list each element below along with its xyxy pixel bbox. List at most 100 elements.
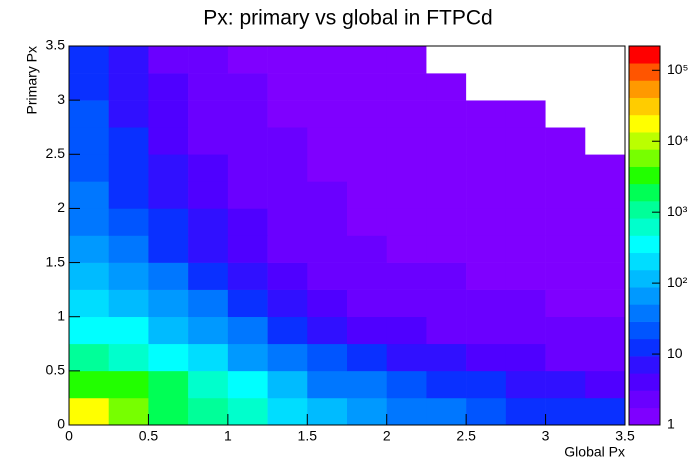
x-tick-label: 1.5 — [298, 428, 318, 444]
heatmap-cell — [585, 154, 626, 182]
heatmap-cell — [227, 127, 268, 155]
heatmap-cell — [386, 100, 427, 128]
colorbar-band — [629, 338, 660, 357]
heatmap-cell — [505, 397, 546, 426]
heatmap-cell — [267, 46, 308, 74]
heatmap-cell — [466, 397, 507, 426]
heatmap-cell — [466, 100, 507, 128]
x-tick-label: 3.5 — [615, 428, 635, 444]
heatmap-cell — [505, 343, 546, 372]
heatmap-cell — [148, 154, 189, 182]
heatmap-cell — [267, 262, 308, 290]
heatmap-cell — [426, 181, 467, 209]
colorbar-tick-label: 1 — [667, 416, 675, 432]
y-tick-label: 0.5 — [46, 362, 66, 378]
heatmap-cell — [505, 181, 546, 209]
heatmap-cell — [426, 154, 467, 182]
heatmap-cell — [545, 127, 586, 155]
heatmap-cell — [148, 397, 189, 426]
heatmap-cell — [148, 100, 189, 128]
heatmap-cell — [585, 235, 626, 263]
heatmap-cell — [69, 73, 110, 101]
heatmap-cell — [69, 46, 110, 74]
heatmap-cell — [108, 73, 149, 101]
heatmap-cell — [386, 316, 427, 345]
heatmap-cell — [108, 343, 149, 372]
colorbar-band — [629, 218, 660, 236]
heatmap-cell — [307, 73, 348, 101]
heatmap-cell — [307, 262, 348, 290]
heatmap-cell — [267, 235, 308, 263]
heatmap-cell — [267, 397, 308, 426]
heatmap-cell — [347, 262, 388, 290]
heatmap-cell — [188, 208, 229, 236]
heatmap-cell — [148, 316, 189, 345]
colorbar-frame — [628, 45, 661, 426]
heatmap-cell — [148, 46, 189, 74]
colorbar-band — [629, 149, 660, 167]
heatmap-cell — [585, 289, 626, 318]
heatmap-cell — [188, 127, 229, 155]
heatmap-cell — [545, 46, 586, 74]
heatmap-cell — [505, 289, 546, 318]
heatmap-cell — [69, 235, 110, 263]
heatmap-cell — [188, 289, 229, 318]
heatmap-cell — [426, 46, 467, 74]
heatmap-cell — [148, 73, 189, 101]
chart-title: Px: primary vs global in FTPCd — [203, 7, 492, 30]
heatmap-cell — [426, 262, 467, 290]
heatmap-cell — [69, 316, 110, 345]
heatmap-cell — [267, 316, 308, 345]
heatmap-cell — [545, 100, 586, 128]
heatmap-cell — [426, 235, 467, 263]
heatmap-cell — [545, 73, 586, 101]
x-tick-label: 1 — [224, 428, 232, 444]
heatmap-cell — [148, 289, 189, 318]
y-tick-label: 3.5 — [46, 37, 66, 53]
y-tick-label: 0 — [57, 416, 65, 432]
colorbar-band — [629, 201, 660, 219]
heatmap-cell — [386, 154, 427, 182]
heatmap-cell — [386, 235, 427, 263]
heatmap-cell — [307, 208, 348, 236]
heatmap-cell — [307, 235, 348, 263]
heatmap-cell — [466, 316, 507, 345]
heatmap-cell — [108, 181, 149, 209]
heatmap-cell — [545, 316, 586, 345]
heatmap-cell — [267, 127, 308, 155]
heatmap-cell — [188, 316, 229, 345]
heatmap-cell — [545, 370, 586, 399]
heatmap-cell — [69, 289, 110, 318]
heatmap-cell — [466, 262, 507, 290]
heatmap-cell — [426, 370, 467, 399]
heatmap-cell — [108, 46, 149, 74]
heatmap-cell — [386, 127, 427, 155]
colorbar-tick-label: 10² — [667, 274, 688, 290]
heatmap-cell — [108, 100, 149, 128]
colorbar-band — [629, 166, 660, 185]
heatmap-cell — [227, 343, 268, 372]
heatmap-cell — [188, 181, 229, 209]
heatmap-cell — [466, 235, 507, 263]
y-tick-label: 3 — [57, 91, 65, 107]
heatmap-cell — [386, 397, 427, 426]
plot-frame — [68, 45, 626, 426]
colorbar-band — [629, 269, 660, 288]
heatmap-cell — [347, 208, 388, 236]
heatmap-cell — [148, 343, 189, 372]
heatmap-cell — [148, 370, 189, 399]
heatmap-cell — [466, 343, 507, 372]
heatmap-cell — [347, 154, 388, 182]
heatmap-cell — [386, 370, 427, 399]
heatmap-cell — [108, 370, 149, 399]
colorbar-band — [629, 304, 660, 322]
heatmap-cell — [426, 73, 467, 101]
y-axis-label: Primary Px — [24, 46, 40, 114]
heatmap-cell — [466, 127, 507, 155]
heatmap-cell — [545, 208, 586, 236]
colorbar-tick-label: 10⁴ — [667, 132, 689, 148]
heatmap-cell — [188, 154, 229, 182]
heatmap-cell — [505, 316, 546, 345]
heatmap-cell — [267, 154, 308, 182]
heatmap-cell — [69, 370, 110, 399]
